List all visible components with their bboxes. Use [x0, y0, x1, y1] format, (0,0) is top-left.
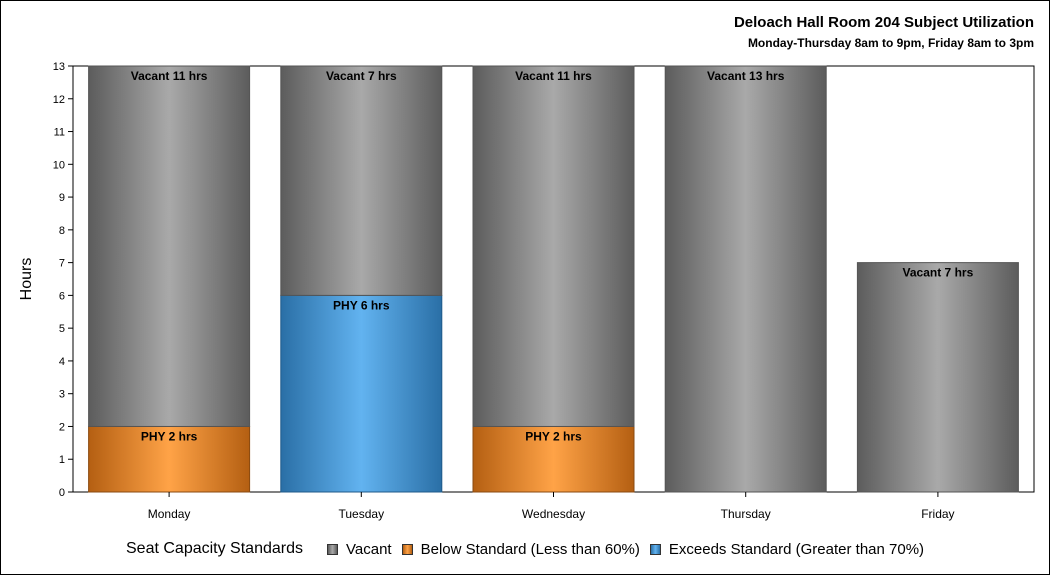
bar-thursday-vacant	[664, 65, 827, 493]
x-tick-label-wednesday: Wednesday	[522, 507, 585, 521]
chart-title: Deloach Hall Room 204 Subject Utilizatio…	[733, 14, 1034, 31]
y-axis-label: Hours	[18, 258, 35, 301]
legend-label-vacant: Vacant	[346, 540, 392, 558]
bar-label-wednesday-below: PHY 2 hrs	[525, 429, 582, 443]
x-tick-label-thursday: Thursday	[721, 507, 771, 521]
x-tick-label-monday: Monday	[148, 507, 191, 521]
y-tick-label-11: 11	[54, 127, 65, 139]
legend-swatch-exceeds-standard	[649, 543, 661, 555]
bar-monday-vacant	[88, 65, 251, 427]
legend-label-below-standard: Below Standard (Less than 60%)	[420, 540, 640, 558]
bar-monday-below	[88, 425, 251, 493]
y-tick-label-10: 10	[53, 159, 65, 171]
bar-tuesday-vacant	[280, 65, 443, 296]
legend-swatch-vacant	[327, 543, 338, 555]
y-tick-label-12: 12	[53, 94, 65, 106]
legend-swatch-below-standard	[401, 543, 413, 555]
y-tick-label-3: 3	[59, 389, 65, 401]
x-tick-label-tuesday: Tuesday	[339, 507, 385, 521]
y-tick-label-6: 6	[59, 290, 65, 302]
legend-item-exceeds-standard: Exceeds Standard (Greater than 70%)	[649, 540, 925, 558]
legend-item-below-standard: Below Standard (Less than 60%)	[401, 540, 640, 558]
bar-label-tuesday-exceeds: PHY 6 hrs	[333, 298, 390, 312]
legend-title: Seat Capacity Standards	[126, 540, 303, 557]
y-tick-label-7: 7	[59, 258, 65, 270]
y-tick-label-2: 2	[59, 421, 65, 433]
y-tick-label-8: 8	[59, 225, 65, 237]
y-tick-label-5: 5	[59, 323, 65, 335]
bar-label-monday-below: PHY 2 hrs	[141, 429, 198, 443]
legend: Seat Capacity Standards Vacant Below Sta…	[126, 540, 934, 558]
bar-label-tuesday-vacant: Vacant 7 hrs	[326, 69, 397, 83]
legend-item-vacant: Vacant	[327, 541, 392, 558]
chart-subtitle: Monday-Thursday 8am to 9pm, Friday 8am t…	[747, 36, 1034, 50]
y-tick-label-13: 13	[53, 61, 65, 73]
bar-tuesday-exceeds	[280, 294, 443, 493]
bar-label-thursday-vacant: Vacant 13 hrs	[707, 69, 785, 83]
y-tick-label-0: 0	[59, 487, 65, 499]
bar-label-wednesday-vacant: Vacant 11 hrs	[515, 69, 592, 83]
bar-label-monday-vacant: Vacant 11 hrs	[131, 69, 208, 83]
x-tick-label-friday: Friday	[921, 507, 954, 521]
bar-wednesday-vacant	[472, 65, 635, 427]
y-tick-label-4: 4	[59, 356, 65, 368]
y-tick-label-9: 9	[59, 192, 65, 204]
bar-friday-vacant	[856, 262, 1019, 493]
bar-label-friday-vacant: Vacant 7 hrs	[903, 266, 974, 280]
legend-label-exceeds-standard: Exceeds Standard (Greater than 70%)	[668, 540, 925, 558]
y-tick-label-1: 1	[59, 454, 65, 466]
